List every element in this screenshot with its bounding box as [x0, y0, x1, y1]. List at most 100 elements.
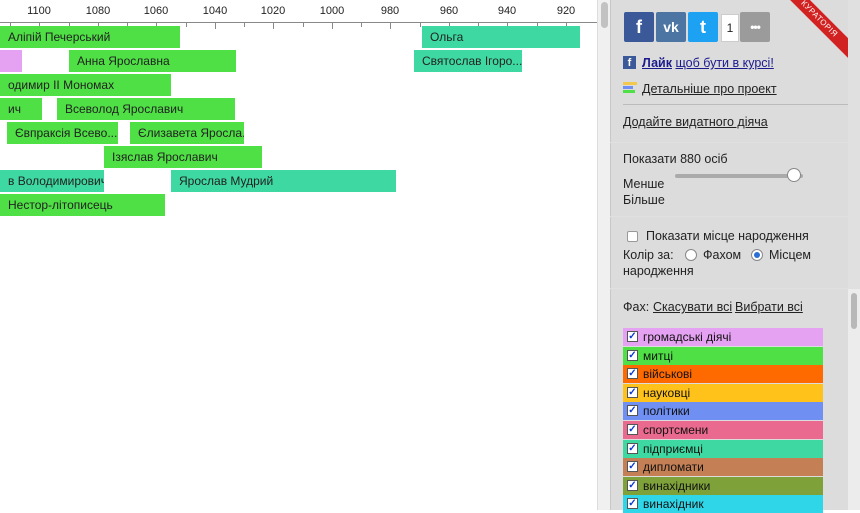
person-bar[interactable]: Нестор-лiтописець: [0, 194, 165, 216]
person-bar[interactable]: [0, 50, 22, 72]
axis-tick: [566, 22, 567, 29]
axis-tick: [186, 22, 187, 27]
category-filter-item[interactable]: ✓ громадськi дiячi: [623, 328, 823, 346]
person-bar[interactable]: Всеволод Ярославич: [57, 98, 235, 120]
axis-tick: [10, 22, 11, 27]
axis-tick: [449, 22, 450, 29]
divider: [623, 104, 848, 105]
color-by-birthplace-radio[interactable]: [751, 249, 763, 261]
category-label: громадськi дiячi: [643, 330, 732, 344]
axis-tick: [39, 22, 40, 29]
timeline-scrollbar[interactable]: [597, 0, 610, 510]
select-all-link[interactable]: Вибрати всi: [735, 300, 803, 314]
category-label: дипломати: [643, 460, 704, 475]
axis-tick: [244, 22, 245, 27]
axis-tick-label: 920: [556, 5, 576, 17]
category-label: пiдприємцi: [643, 441, 703, 456]
axis-tick-label: 1100: [27, 5, 51, 17]
less-label: Менше: [623, 177, 665, 191]
category-filter-item[interactable]: ✓ спортсмени: [623, 421, 823, 439]
slider-section: Показати 880 осiб Менше Бiльше: [610, 143, 848, 216]
curatorship-ribbon[interactable]: КУРАТОРIЯ: [768, 0, 848, 70]
filter-scrollbar-thumb[interactable]: [851, 293, 857, 329]
axis-tick: [507, 22, 508, 29]
axis-tick: [156, 22, 157, 29]
category-filter-item[interactable]: ✓ митцi: [623, 346, 823, 365]
axis-tick-label: 1040: [202, 5, 228, 17]
axis-tick-label: 980: [380, 5, 400, 17]
axis-tick: [273, 22, 274, 29]
axis-tick-label: 1000: [319, 5, 345, 17]
person-bar[interactable]: Анна Ярославна: [69, 50, 236, 72]
time-axis: [0, 22, 597, 23]
category-label: вiйськовi: [643, 367, 693, 382]
axis-tick: [332, 22, 333, 29]
filter-scrollbar[interactable]: [848, 289, 860, 510]
axis-tick: [420, 22, 421, 27]
person-bar[interactable]: Єлизавета Яросла...: [130, 122, 244, 144]
people-count-slider[interactable]: [675, 168, 803, 182]
person-bar[interactable]: Ольга: [422, 26, 580, 48]
category-checkbox[interactable]: ✓: [627, 386, 638, 398]
category-label: спортсмени: [643, 423, 709, 437]
category-filter-item[interactable]: ✓ пiдприємцi: [623, 439, 823, 458]
color-by-profession-radio[interactable]: [685, 249, 697, 261]
profession-filter-section: Фах: Скасувати всi Вибрати всi ✓ громадсь…: [610, 289, 848, 513]
category-label: винахiдник: [643, 497, 704, 512]
category-checkbox[interactable]: ✓: [627, 442, 638, 454]
show-count-label: Показати 880 осiб: [623, 152, 728, 166]
axis-tick-label: 1080: [85, 5, 111, 17]
axis-tick: [390, 22, 391, 29]
category-filter-item[interactable]: ✓ дипломати: [623, 458, 823, 477]
twitter-icon[interactable]: t: [688, 12, 718, 42]
scrollbar-thumb[interactable]: [601, 2, 608, 28]
person-bar[interactable]: Алiпiй Печерський: [0, 26, 180, 48]
category-filter-item[interactable]: ✓ науковцi: [623, 383, 823, 402]
category-checkbox[interactable]: ✓: [627, 498, 638, 510]
category-filter-item[interactable]: ✓ вiйськовi: [623, 365, 823, 384]
cancel-all-link[interactable]: Скасувати всi: [653, 300, 733, 314]
color-by-birthplace-label-2: народження: [623, 264, 694, 278]
category-filter-item[interactable]: ✓ винахiдники: [623, 476, 823, 495]
timeline-area[interactable]: 1100 1080 1060 1040 1020 1000 980 960 940 920 Алi…: [0, 0, 597, 510]
category-label: винахiдники: [643, 478, 711, 493]
about-project-link[interactable]: Детальнiше про проект: [642, 82, 777, 96]
like-link[interactable]: Лайк щоб бути в курсi!: [642, 56, 774, 70]
person-bar[interactable]: одимир II Мономах: [0, 74, 171, 96]
axis-tick: [98, 22, 99, 29]
person-bar[interactable]: в Володимирович: [0, 170, 104, 192]
person-bar[interactable]: ич: [0, 98, 42, 120]
category-checkbox[interactable]: ✓: [627, 424, 638, 435]
category-filter-item[interactable]: ✓ винахiдник: [623, 495, 823, 513]
color-by-birthplace-label: Мiсцем: [769, 248, 812, 262]
person-bar[interactable]: Євпраксiя Всево...: [7, 122, 118, 144]
person-bar[interactable]: Iзяслав Ярославич: [104, 146, 262, 168]
category-checkbox[interactable]: ✓: [627, 349, 638, 361]
axis-tick-label: 940: [497, 5, 517, 17]
axis-tick-label: 1020: [260, 5, 286, 17]
side-panel: КУРАТОРIЯ f vk t 1 ••• f Лайк щоб бути в…: [610, 0, 860, 513]
category-checkbox[interactable]: ✓: [627, 368, 638, 380]
category-checkbox[interactable]: ✓: [627, 479, 638, 491]
category-label: полiтики: [643, 404, 690, 419]
facebook-icon[interactable]: f: [624, 12, 654, 42]
birthplace-checkbox[interactable]: [627, 231, 638, 242]
color-by-label: Колiр за:: [623, 248, 674, 262]
birthplace-checkbox-label: Показати мiсце народження: [646, 229, 809, 243]
vk-icon[interactable]: vk: [656, 12, 686, 42]
axis-tick: [69, 22, 70, 27]
category-checkbox[interactable]: ✓: [627, 405, 638, 417]
category-filter-item[interactable]: ✓ полiтики: [623, 402, 823, 421]
more-label: Бiльше: [623, 193, 665, 207]
more-share-icon[interactable]: •••: [740, 12, 770, 42]
axis-tick: [127, 22, 128, 27]
slider-handle[interactable]: [787, 168, 802, 182]
category-checkbox[interactable]: ✓: [627, 461, 638, 473]
person-bar[interactable]: Святослав Iгоро...: [414, 50, 522, 72]
category-label: науковцi: [643, 385, 691, 400]
person-bar[interactable]: Ярослав Мудрий: [171, 170, 396, 192]
add-figure-link[interactable]: Додайте видатного дiяча: [623, 115, 768, 129]
category-checkbox[interactable]: ✓: [627, 331, 638, 342]
social-section: КУРАТОРIЯ f vk t 1 ••• f Лайк щоб бути в…: [610, 0, 848, 142]
share-count-badge: 1: [721, 14, 739, 42]
